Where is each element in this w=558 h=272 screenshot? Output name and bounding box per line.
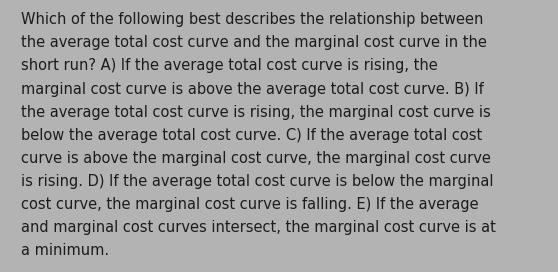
Text: curve is above the marginal cost curve, the marginal cost curve: curve is above the marginal cost curve, … (21, 151, 491, 166)
Text: is rising. D) If the average total cost curve is below the marginal: is rising. D) If the average total cost … (21, 174, 494, 189)
Text: marginal cost curve is above the average total cost curve. B) If: marginal cost curve is above the average… (21, 82, 484, 97)
Text: the average total cost curve is rising, the marginal cost curve is: the average total cost curve is rising, … (21, 105, 491, 120)
Text: a minimum.: a minimum. (21, 243, 109, 258)
Text: the average total cost curve and the marginal cost curve in the: the average total cost curve and the mar… (21, 35, 487, 50)
Text: Which of the following best describes the relationship between: Which of the following best describes th… (21, 12, 484, 27)
Text: short run? A) If the average total cost curve is rising, the: short run? A) If the average total cost … (21, 58, 438, 73)
Text: and marginal cost curves intersect, the marginal cost curve is at: and marginal cost curves intersect, the … (21, 220, 496, 235)
Text: below the average total cost curve. C) If the average total cost: below the average total cost curve. C) I… (21, 128, 483, 143)
Text: cost curve, the marginal cost curve is falling. E) If the average: cost curve, the marginal cost curve is f… (21, 197, 479, 212)
